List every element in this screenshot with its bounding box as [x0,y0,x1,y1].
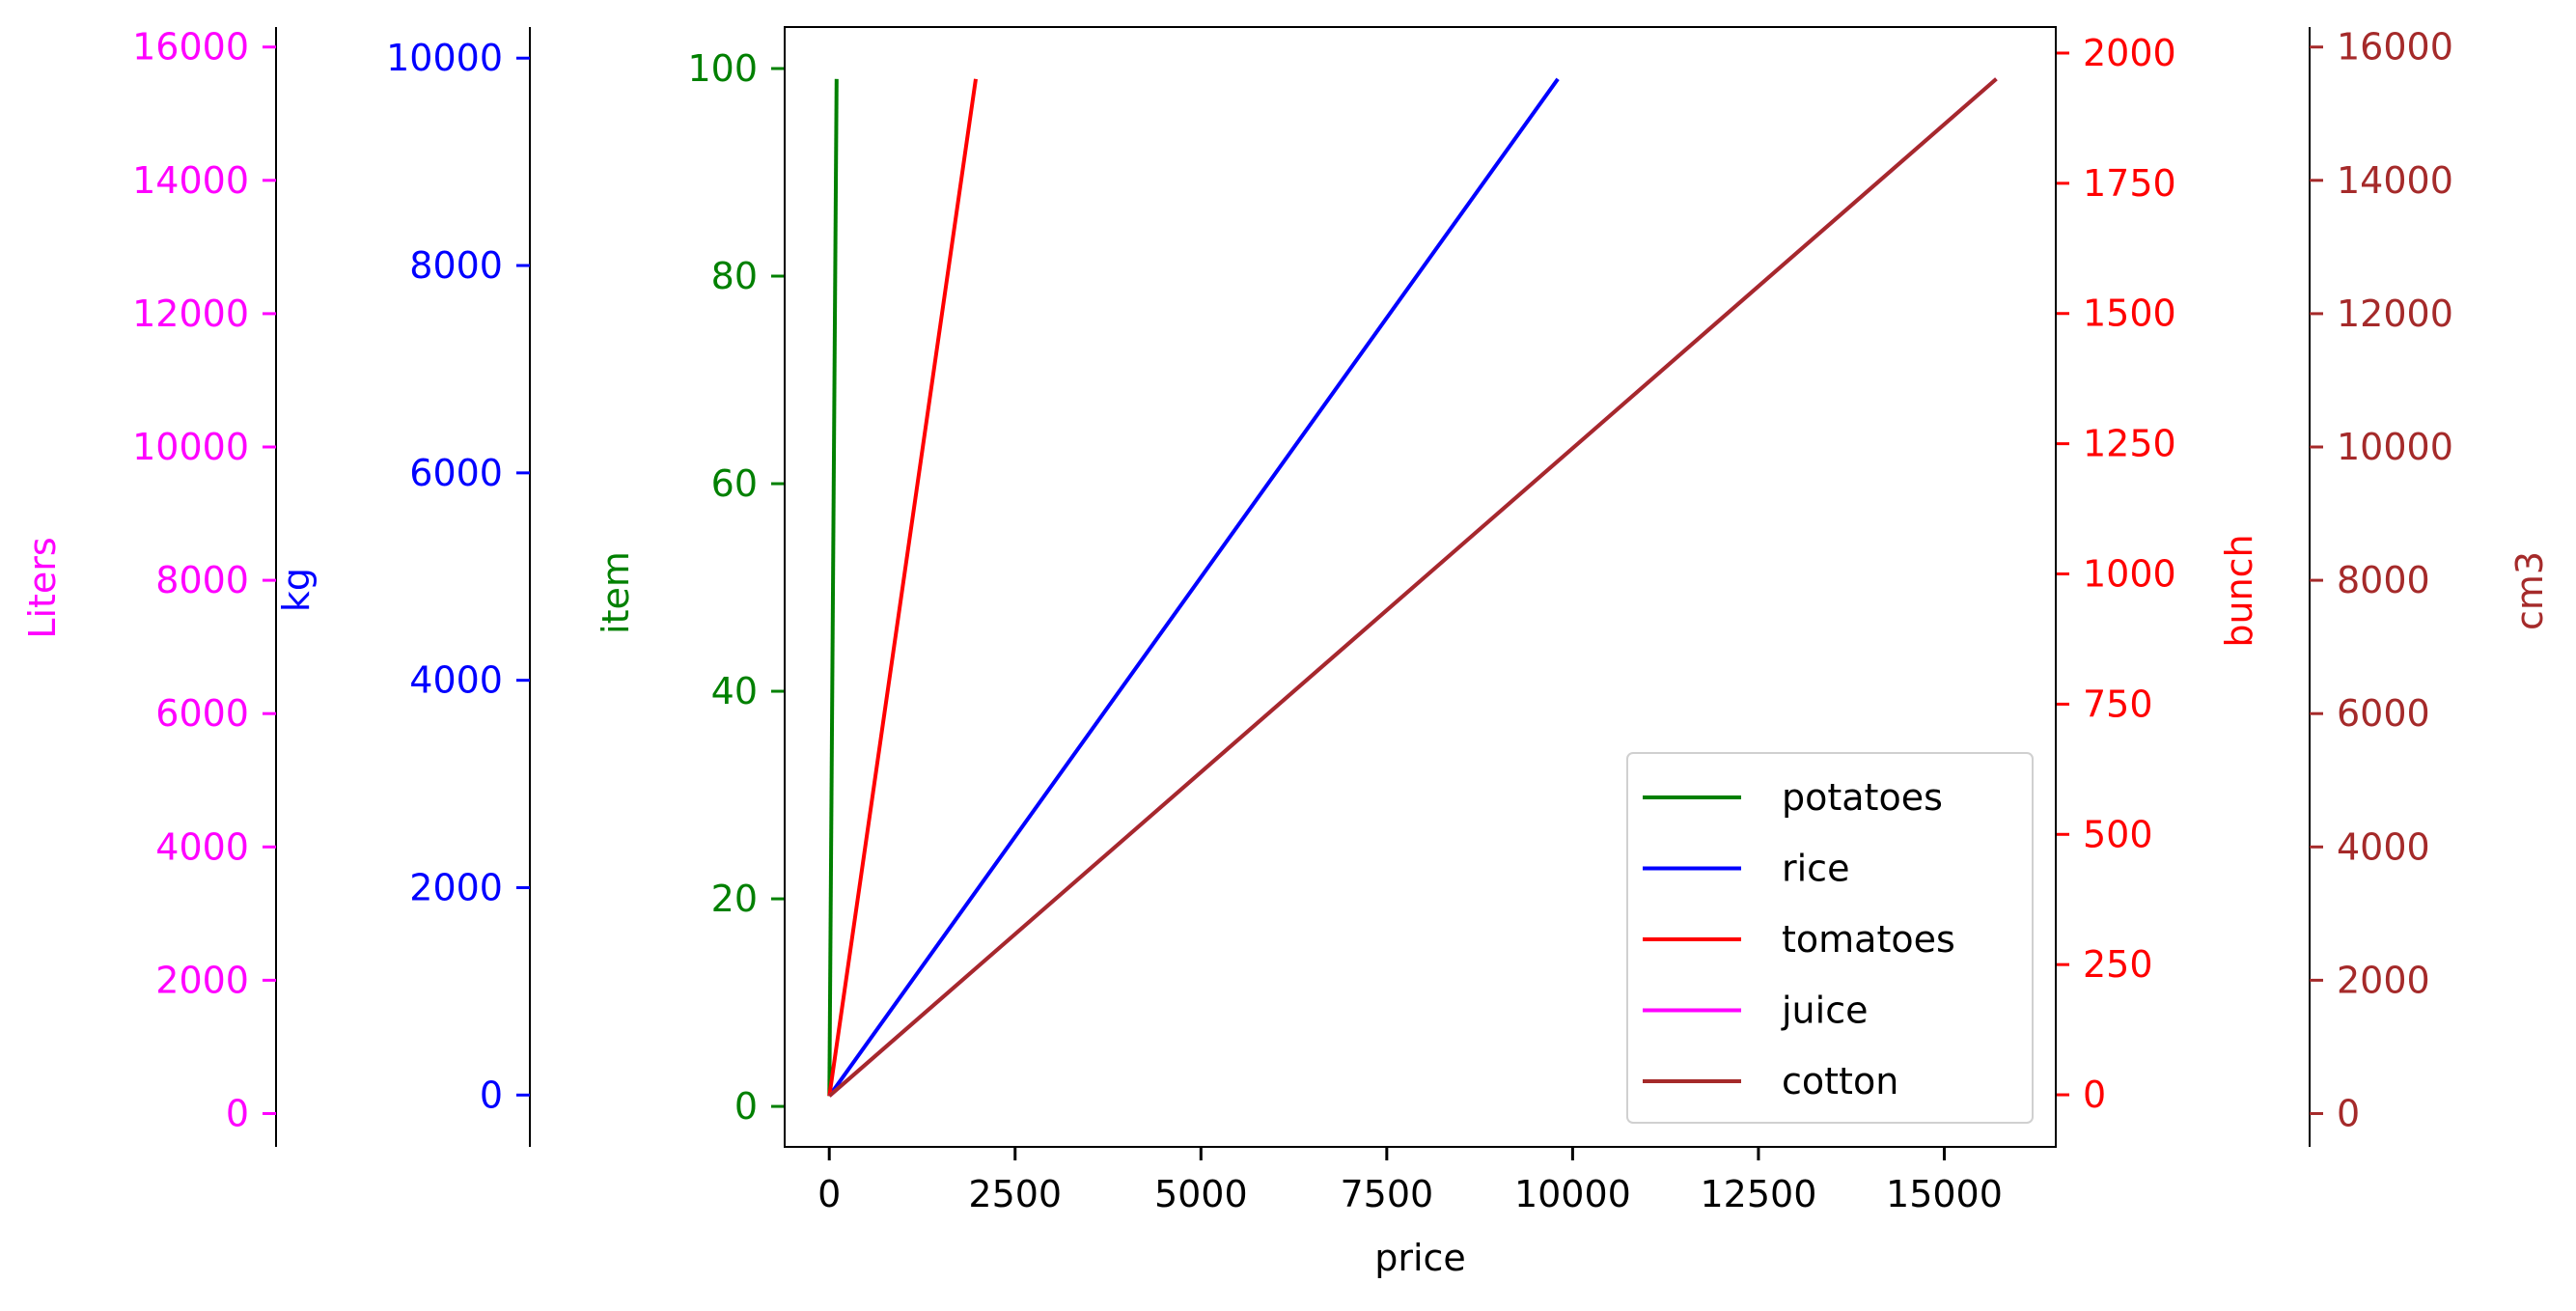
y-axis-liters-title: Liters [21,537,64,638]
legend-item: juice [1643,990,1868,1032]
x-axis: 0 2500 5000 7500 10000 12500 15000 price [817,1147,2003,1279]
y-axis-cm3-tick-label: 6000 [2337,692,2430,735]
legend-box [1626,752,2034,1124]
legend-label: cotton [1782,1060,1898,1102]
y-axis-liters-tick-label: 14000 [132,159,249,202]
x-axis-tick-label: 12500 [1700,1173,1816,1215]
legend: potatoes rice tomatoes juice cotton [1626,752,2034,1124]
y-axis-bunch-tick-label: 1000 [2083,553,2176,596]
series-line-potatoes [827,78,839,1097]
y-axis-bunch: 0 250 500 750 1000 1250 1500 1750 2000 bunch [2056,32,2260,1116]
y-axis-bunch-tick-label: 750 [2083,683,2153,725]
y-axis-item-tick-label: 100 [687,47,758,90]
y-axis-bunch-title: bunch [2218,534,2260,647]
y-axis-kg-tick-label: 0 [480,1074,503,1116]
y-axis-cm3-tick-label: 2000 [2337,959,2430,1001]
x-axis-tick-label: 10000 [1514,1173,1631,1215]
y-axis-liters-tick-label: 8000 [155,559,249,601]
y-axis-liters: 0 2000 4000 6000 8000 10000 12000 14000 16000 Lit… [21,26,277,1147]
y-axis-item-tick-label: 60 [711,462,758,505]
y-axis-kg-tick-label: 8000 [409,244,503,287]
y-axis-kg-title: kg [275,568,318,612]
y-axis-liters-tick-label: 4000 [155,825,249,868]
y-axis-liters-tick-label: 6000 [155,692,249,735]
x-axis-tick-label: 0 [817,1173,841,1215]
x-axis-tick-label: 5000 [1154,1173,1248,1215]
y-axis-cm3: 0 2000 4000 6000 8000 10000 12000 14000 16000 cm3 [2309,26,2551,1147]
legend-label: juice [1781,990,1868,1032]
y-axis-cm3-title: cm3 [2508,551,2551,630]
y-axis-liters-tick-label: 2000 [155,959,249,1001]
y-axis-cm3-tick-label: 4000 [2337,825,2430,868]
legend-label: tomatoes [1782,918,1955,961]
legend-item: rice [1643,848,1849,890]
y-axis-item-tick-label: 80 [711,255,758,297]
y-axis-kg-tick-label: 10000 [386,37,503,79]
series-line-tomatoes [827,78,978,1097]
y-axis-item-tick-label: 0 [734,1085,758,1128]
x-axis-tick-label: 7500 [1340,1173,1433,1215]
legend-item: tomatoes [1643,918,1955,961]
x-axis-title: price [1374,1237,1466,1279]
y-axis-item-tick-label: 20 [711,878,758,920]
legend-item: potatoes [1643,776,1943,819]
y-axis-bunch-tick-label: 1500 [2083,293,2176,335]
y-axis-liters-tick-label: 16000 [132,26,249,69]
legend-item: cotton [1643,1060,1898,1102]
y-axis-liters-tick-label: 12000 [132,293,249,335]
y-axis-item-tick-label: 40 [711,670,758,712]
y-axis-bunch-tick-label: 1750 [2083,162,2176,205]
y-axis-cm3-tick-label: 12000 [2337,293,2453,335]
y-axis-bunch-tick-label: 250 [2083,943,2153,986]
y-axis-cm3-tick-label: 16000 [2337,26,2453,69]
plot-frame [784,26,2057,1148]
y-axis-kg-tick-label: 2000 [409,866,503,908]
series-layer [827,77,1998,1098]
legend-label: rice [1782,848,1849,890]
series-line-rice [827,77,1560,1098]
y-axis-kg-tick-label: 4000 [409,659,503,702]
y-axis-cm3-tick-label: 0 [2337,1092,2360,1134]
x-axis-tick-label: 2500 [968,1173,1062,1215]
y-axis-kg-tick-label: 6000 [409,452,503,494]
y-axis-bunch-tick-label: 1250 [2083,423,2176,465]
series-line-cotton [827,77,1998,1098]
plot-frame-layer [784,26,2057,1148]
y-axis-liters-tick-label: 10000 [132,426,249,468]
y-axis-cm3-tick-label: 10000 [2337,426,2453,468]
legend-label: potatoes [1782,776,1943,819]
y-axis-bunch-tick-label: 2000 [2083,32,2176,74]
axes-layer: 0200040006000800010000120001400016000Lit… [21,26,2551,1279]
y-axis-bunch-tick-label: 500 [2083,813,2153,855]
y-axis-item-title: item [595,551,637,634]
x-axis-tick-label: 15000 [1886,1173,2003,1215]
y-axis-cm3-tick-label: 8000 [2337,559,2430,601]
y-axis-cm3-tick-label: 14000 [2337,159,2453,202]
y-axis-liters-tick-label: 0 [226,1092,249,1134]
y-axis-item: 0 20 40 60 80 100 item [595,47,785,1128]
y-axis-bunch-tick-label: 0 [2083,1074,2106,1116]
y-axis-kg: 0 2000 4000 6000 8000 10000 kg [275,27,531,1147]
